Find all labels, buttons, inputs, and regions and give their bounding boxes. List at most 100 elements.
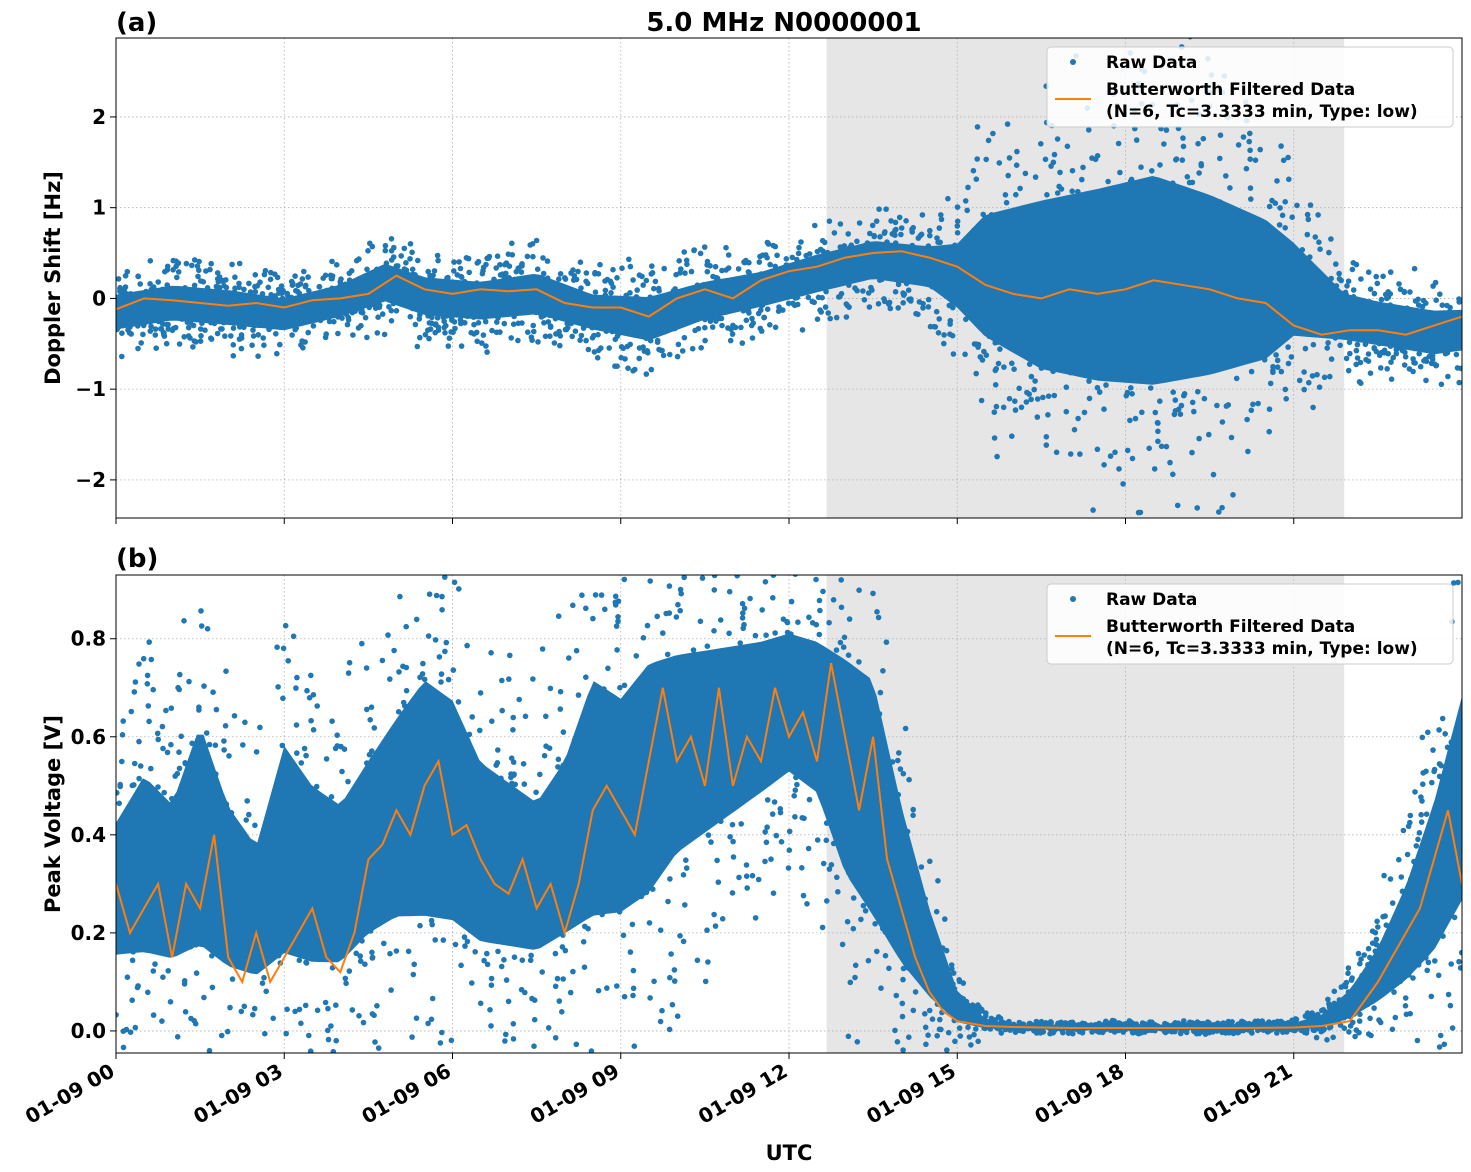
raw-data-point: [764, 824, 770, 830]
raw-data-point: [660, 352, 667, 359]
raw-data-point: [262, 1030, 268, 1037]
raw-data-point: [639, 273, 645, 280]
legend-filtered-label: Butterworth Filtered Data: [1106, 80, 1355, 100]
raw-data-point: [167, 999, 174, 1005]
raw-data-point: [198, 623, 205, 629]
raw-data-point: [557, 333, 564, 339]
raw-data-point: [1429, 779, 1435, 786]
raw-data-point: [697, 250, 704, 257]
raw-data-point: [1286, 176, 1292, 183]
raw-data-point: [203, 730, 210, 736]
raw-data-point: [1270, 367, 1276, 374]
raw-data-point: [675, 341, 682, 348]
raw-data-point: [838, 604, 845, 611]
raw-data-point: [780, 307, 786, 313]
raw-data-point: [520, 761, 527, 767]
raw-data-point: [1045, 412, 1051, 418]
raw-data-point: [681, 575, 687, 581]
raw-data-point: [743, 257, 749, 264]
raw-data-point: [163, 707, 169, 714]
raw-data-point: [511, 954, 518, 960]
raw-data-point: [488, 982, 495, 988]
raw-data-point: [812, 222, 818, 229]
raw-data-point: [749, 335, 756, 341]
raw-data-point: [837, 639, 844, 646]
raw-data-point: [421, 676, 428, 683]
raw-data-point: [614, 275, 620, 281]
raw-data-point: [1402, 995, 1409, 1001]
raw-data-point: [631, 1043, 638, 1049]
raw-data-point: [994, 453, 1000, 460]
raw-data-point: [164, 263, 171, 270]
raw-data-point: [316, 283, 323, 290]
raw-data-point: [1419, 734, 1426, 741]
raw-data-point: [538, 1073, 544, 1079]
raw-data-point: [160, 974, 166, 980]
raw-data-point: [175, 269, 182, 275]
raw-data-point: [711, 575, 718, 579]
raw-data-point: [369, 949, 375, 956]
raw-data-point: [119, 330, 125, 337]
raw-data-point: [356, 1013, 362, 1019]
raw-data-point: [469, 714, 476, 720]
raw-data-point: [543, 713, 549, 720]
raw-data-point: [745, 269, 752, 275]
raw-data-point: [1436, 727, 1442, 733]
raw-data-point: [1437, 291, 1443, 298]
raw-data-point: [299, 338, 305, 344]
raw-data-point: [1230, 492, 1236, 498]
raw-data-point: [608, 290, 614, 296]
raw-data-point: [776, 304, 782, 310]
raw-data-point: [434, 252, 441, 259]
raw-data-point: [1337, 342, 1343, 349]
raw-data-point: [933, 908, 940, 915]
raw-data-point: [1053, 449, 1060, 456]
raw-data-point: [815, 294, 822, 301]
raw-data-point: [850, 895, 857, 901]
raw-data-point: [727, 337, 734, 344]
raw-data-point: [694, 957, 701, 964]
raw-data-point: [730, 838, 736, 845]
raw-data-point: [825, 310, 831, 316]
raw-data-point: [442, 648, 448, 655]
raw-data-point: [847, 979, 854, 986]
raw-data-point: [1121, 26, 1127, 32]
raw-data-point: [303, 282, 309, 289]
raw-data-point: [727, 834, 733, 840]
raw-data-point: [1456, 958, 1462, 965]
raw-data-point: [860, 288, 866, 294]
raw-data-point: [817, 607, 823, 614]
raw-data-point: [385, 632, 391, 638]
raw-data-point: [232, 274, 238, 281]
raw-data-point: [250, 1011, 256, 1018]
raw-data-point: [537, 771, 543, 778]
raw-data-point: [1012, 398, 1018, 405]
raw-data-point: [698, 345, 704, 351]
raw-data-point: [1240, 134, 1247, 140]
raw-data-point: [1067, 451, 1074, 457]
raw-data-point: [661, 265, 667, 272]
raw-data-point: [1317, 246, 1323, 252]
raw-data-point: [267, 276, 274, 283]
raw-data-point: [856, 220, 863, 226]
raw-data-point: [973, 370, 979, 377]
raw-data-point: [1094, 384, 1101, 391]
raw-data-point: [799, 327, 806, 333]
raw-data-point: [556, 998, 563, 1004]
raw-data-point: [159, 321, 166, 327]
raw-data-point: [555, 764, 561, 770]
raw-data-point: [1155, 428, 1161, 435]
raw-data-point: [367, 717, 374, 723]
raw-data-point: [1247, 130, 1253, 137]
raw-data-point: [261, 271, 268, 278]
raw-data-point: [794, 781, 800, 788]
raw-data-point: [978, 397, 985, 404]
raw-data-point: [1180, 135, 1186, 141]
raw-data-point: [1017, 185, 1023, 192]
raw-data-point: [137, 281, 143, 287]
raw-data-point: [556, 276, 562, 282]
raw-data-point: [542, 333, 549, 340]
raw-data-point: [1418, 819, 1425, 825]
raw-data-point: [677, 607, 683, 614]
raw-data-point: [132, 1024, 139, 1031]
